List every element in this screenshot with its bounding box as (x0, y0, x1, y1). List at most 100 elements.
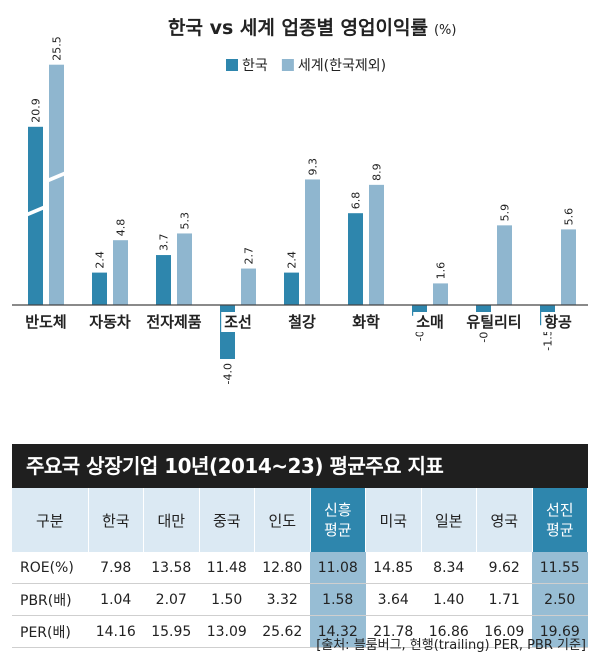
category-label-bg-3 (221, 312, 255, 332)
table-cell: 1.50 (199, 583, 255, 616)
category-label-4: 철강 (288, 313, 316, 331)
category-labels: 반도체 자동차 전자제품 조선 철강 화학 소매 유틸리티 항공 (22, 312, 575, 332)
table-cell: 2.50 (532, 583, 588, 616)
table-header-cell: 영국 (476, 488, 533, 552)
table-cell: 19.69 (532, 615, 588, 648)
table-title: 주요국 상장기업 10년(2014~23) 평균주요 지표 (12, 444, 588, 488)
category-label-bg-5 (349, 312, 383, 332)
bar-8-1 (561, 229, 576, 305)
value-labels: 20.9 25.5 2.4 4.8 3.7 5.3 -4.0 2.7 2.4 9.3 6.8 8.9 -… (30, 36, 576, 384)
table-cell: 11.08 (310, 552, 366, 584)
table-cell: 1.58 (310, 583, 366, 616)
category-label-bg-8 (541, 312, 575, 332)
table-cell: PBR(배) (12, 583, 88, 616)
table-cell: 8.34 (421, 552, 477, 584)
value-label-1-0: 2.4 (94, 251, 107, 269)
category-label-0: 반도체 (25, 313, 66, 331)
table-cell: 16.09 (476, 615, 532, 648)
table-cell: PER(배) (12, 615, 88, 648)
bar-4-0 (284, 272, 299, 305)
value-label-3-1: 2.7 (243, 247, 256, 265)
table-cell: 3.32 (254, 583, 310, 616)
value-label-1-1: 4.8 (115, 219, 128, 237)
value-label-3-0: -4.0 (222, 363, 235, 384)
bar-5-0 (348, 213, 363, 305)
value-label-5-0: 6.8 (350, 192, 363, 210)
table-header-cell: 구분 (12, 488, 89, 552)
legend-label-1: 세계(한국제외) (298, 58, 386, 74)
table-cell: 9.62 (476, 552, 532, 584)
table-cell: 1.71 (476, 583, 532, 616)
bar-0-0 (28, 126, 43, 305)
value-label-4-0: 2.4 (286, 251, 299, 269)
table-cell: 14.32 (310, 615, 366, 648)
table-cell: 3.64 (365, 583, 421, 616)
indicator-table-section: 주요국 상장기업 10년(2014~23) 평균주요 지표 구분 한국 대만 중국 인도… (12, 444, 588, 648)
axis-break-mark-0 (26, 204, 45, 217)
table-header-cell: 일본 (421, 488, 477, 552)
category-label-2: 전자제품 (146, 313, 201, 331)
table-header-cell: 선진 평균 (532, 488, 588, 552)
table-cell: 16.86 (421, 615, 477, 648)
table-cell: 1.04 (88, 583, 144, 616)
table-header-cell: 인도 (254, 488, 311, 552)
axis-break-mark-1 (47, 170, 66, 183)
value-label-0-1: 25.5 (51, 36, 64, 61)
indicator-table: 구분 한국 대만 중국 인도 신흥 평균 미국 일본 영국 선진 평균 ROE(%) 7.98 13.58… (12, 488, 588, 648)
value-label-8-1: 5.6 (563, 208, 576, 226)
legend-swatch-1 (281, 59, 294, 71)
category-label-bg-6 (413, 312, 447, 332)
legend: 한국 세계(한국제외) (226, 58, 386, 74)
bar-5-1 (369, 184, 384, 305)
bar-chart: 한국 vs 세계 업종별 영업이익률 (%) 한국 세계(한국제외) 20.9 25… (12, 17, 588, 384)
value-label-2-0: 3.7 (158, 234, 171, 252)
value-label-0-0: 20.9 (30, 98, 43, 123)
bar-2-1 (177, 233, 192, 305)
bar-4-1 (305, 179, 320, 305)
table-cell: 14.85 (365, 552, 421, 584)
category-label-7: 유틸리티 (466, 313, 521, 331)
table-header-cell: 대만 (143, 488, 200, 552)
chart-title-unit: (%) (434, 23, 457, 38)
table-header-row: 구분 한국 대만 중국 인도 신흥 평균 미국 일본 영국 선진 평균 (12, 488, 588, 552)
bar-3-1 (241, 268, 256, 305)
table-cell: 13.58 (143, 552, 199, 584)
table-cell: 15.95 (143, 615, 199, 648)
value-label-2-1: 5.3 (179, 212, 192, 230)
table-header-cell: 한국 (88, 488, 144, 552)
table-header-cell: 중국 (199, 488, 255, 552)
bar-6-0 (412, 305, 427, 316)
table-cell: 7.98 (88, 552, 144, 584)
bar-7-1 (497, 225, 512, 305)
value-label-8-0: -1.5 (542, 329, 555, 350)
table-cell: ROE(%) (12, 552, 88, 584)
category-label-1: 자동차 (89, 313, 131, 331)
table-cell: 14.16 (88, 615, 144, 648)
category-label-bg-0 (22, 312, 70, 332)
table-header-cell: 신흥 평균 (310, 488, 366, 552)
category-label-bg-7 (463, 312, 525, 332)
category-label-6: 소매 (416, 313, 444, 331)
table-cell: 13.09 (199, 615, 255, 648)
category-label-bg-2 (143, 312, 205, 332)
table-row: PER(배) 14.16 15.95 13.09 25.62 14.32 21.78 16.8… (12, 615, 588, 648)
category-label-bg-4 (285, 312, 319, 332)
chart-title: 한국 vs 세계 업종별 영업이익률 (168, 17, 428, 39)
table-cell: 12.80 (254, 552, 310, 584)
bar-1-1 (113, 240, 128, 305)
category-label-5: 화학 (352, 313, 380, 331)
table-cell: 11.48 (199, 552, 255, 584)
value-label-7-1: 5.9 (499, 204, 512, 222)
value-label-4-1: 9.3 (307, 158, 320, 176)
legend-label-0: 한국 (242, 58, 268, 74)
table-cell: 2.07 (143, 583, 199, 616)
bar-2-0 (156, 255, 171, 305)
bar-6-1 (433, 283, 448, 305)
table-cell: 1.40 (421, 583, 477, 616)
table-cell: 21.78 (365, 615, 421, 648)
value-label-5-1: 8.9 (371, 163, 384, 181)
value-label-6-1: 1.6 (435, 262, 448, 280)
table-header-cell: 미국 (365, 488, 422, 552)
bar-1-0 (92, 272, 107, 305)
category-label-3: 조선 (224, 313, 252, 331)
